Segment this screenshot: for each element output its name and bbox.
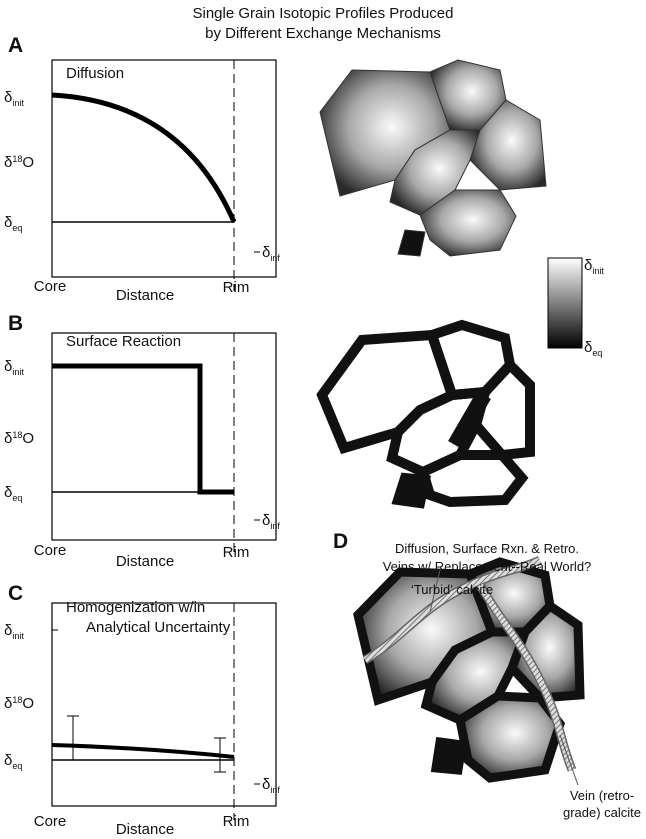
superscript: 18 xyxy=(12,695,22,705)
panel-caption: Analytical Uncertainty xyxy=(86,619,231,636)
x-axis-label: Distance xyxy=(116,553,174,570)
subscript: inf xyxy=(270,253,280,263)
panel-letter: B xyxy=(8,312,23,335)
profile-curve xyxy=(52,745,234,757)
eq-label: δeq xyxy=(4,484,22,503)
init-label: δinit xyxy=(4,89,24,108)
x-axis-label: Distance xyxy=(116,821,174,834)
subscript: init xyxy=(592,266,604,276)
panel-letter: A xyxy=(8,34,23,57)
superscript: 18 xyxy=(12,154,22,164)
vein-label: Vein (retro- xyxy=(570,788,634,803)
subscript: eq xyxy=(12,223,22,233)
symbol: δ xyxy=(4,154,12,171)
plot-frame xyxy=(52,60,276,277)
x-end-label: Rim xyxy=(223,279,250,296)
symbol: δ xyxy=(262,244,270,261)
panel-caption: Veins w/ Replacement--Real World? xyxy=(383,559,592,574)
panel-caption: Surface Reaction xyxy=(66,333,181,350)
x-end-label: Rim xyxy=(223,544,250,561)
symbol: δ xyxy=(262,776,270,793)
subscript: init xyxy=(12,98,24,108)
colorbar-top-label: δinit xyxy=(584,257,604,276)
x-start-label: Core xyxy=(34,542,67,559)
colorbar xyxy=(548,258,582,348)
init-label: δinit xyxy=(4,622,24,641)
panel-caption: Diffusion, Surface Rxn. & Retro. xyxy=(395,541,579,556)
symbol: δ xyxy=(262,512,270,529)
symbol: δ xyxy=(4,214,12,231)
eq-label: δeq xyxy=(4,214,22,233)
init-label: δinit xyxy=(4,358,24,377)
x-start-label: Core xyxy=(34,813,67,830)
x-start-label: Core xyxy=(34,278,67,295)
inf-label: δinf xyxy=(262,512,280,531)
x-axis-label: Distance xyxy=(116,287,174,304)
error-bar xyxy=(67,716,79,760)
profile-curve xyxy=(52,366,234,492)
symbol: δ xyxy=(4,89,12,106)
figure: Single Grain Isotopic Profiles Produced … xyxy=(0,0,646,834)
subscript: eq xyxy=(592,348,602,358)
inf-label: δinf xyxy=(262,244,280,263)
eq-label: δeq xyxy=(4,752,22,771)
colorbar-bottom-label: δeq xyxy=(584,339,602,358)
vein-label: grade) calcite xyxy=(563,805,641,820)
symbol: δ xyxy=(4,752,12,769)
symbol: O xyxy=(22,154,34,171)
y-axis-label: δ18O xyxy=(4,154,34,171)
symbol: O xyxy=(22,695,34,712)
x-end-label: Rim xyxy=(223,813,250,830)
symbol: δ xyxy=(584,257,592,274)
subscript: inf xyxy=(270,785,280,795)
symbol: δ xyxy=(4,622,12,639)
symbol: δ xyxy=(4,358,12,375)
symbol: δ xyxy=(584,339,592,356)
panel-letter: C xyxy=(8,582,23,605)
panel-caption: Diffusion xyxy=(66,65,124,82)
symbol: δ xyxy=(4,484,12,501)
y-axis-label: δ18O xyxy=(4,695,34,712)
symbol: δ xyxy=(4,430,12,447)
subscript: init xyxy=(12,631,24,641)
symbol: δ xyxy=(4,695,12,712)
panel-caption: Homogenization w/in xyxy=(66,599,205,616)
surface-reaction-grains xyxy=(322,325,530,503)
title-line: Single Grain Isotopic Profiles Produced xyxy=(193,5,454,22)
diffusion-grains xyxy=(320,60,546,256)
profile-curve xyxy=(52,95,234,222)
y-axis-label: δ18O xyxy=(4,430,34,447)
turbid-label: ‘Turbid’ calcite xyxy=(411,582,493,597)
superscript: 18 xyxy=(12,430,22,440)
symbol: O xyxy=(22,430,34,447)
subscript: eq xyxy=(12,761,22,771)
subscript: eq xyxy=(12,493,22,503)
panel-letter: D xyxy=(333,530,348,553)
title-line: by Different Exchange Mechanisms xyxy=(205,25,441,42)
profile-panel: C Homogenization w/in Analytical Uncertain… xyxy=(4,582,280,834)
subscript: inf xyxy=(270,521,280,531)
inf-label: δinf xyxy=(262,776,280,795)
subscript: init xyxy=(12,367,24,377)
